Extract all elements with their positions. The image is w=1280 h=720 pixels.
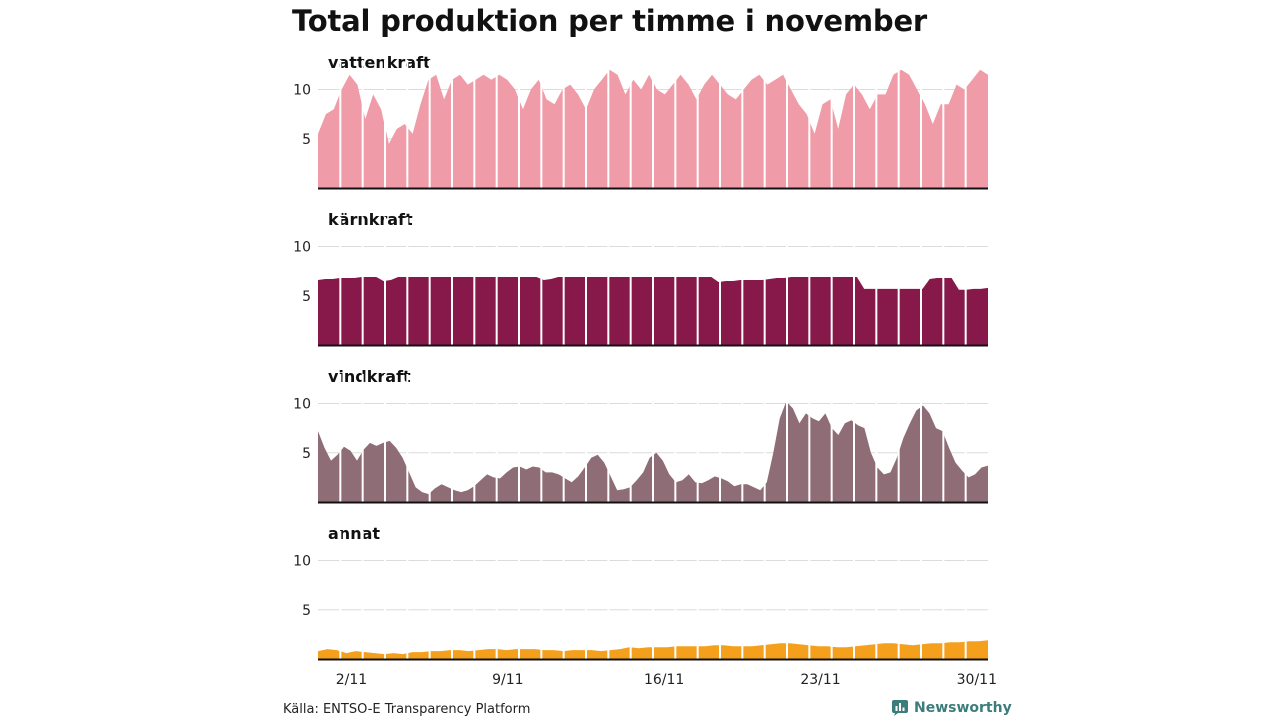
newsworthy-chart-icon (892, 700, 908, 716)
panel-title-annat: annat (328, 524, 380, 543)
x-tick-label: 16/11 (644, 672, 684, 688)
y-tick-label: 5 (302, 289, 311, 305)
x-tick-label: 23/11 (800, 672, 840, 688)
y-tick-label: 10 (293, 397, 311, 413)
brand-name: Newsworthy (914, 700, 1012, 716)
panel-kärnkraft: 5 10 kärnkraft (293, 210, 988, 347)
panel-annat: 5 10 annat (293, 524, 988, 661)
y-tick-label: 5 (302, 603, 311, 619)
source-credit: Källa: ENTSO-E Transparency Platform (283, 702, 531, 717)
y-tick-label: 5 (302, 132, 311, 148)
panel-vattenkraft: 5 10 vattenkraft (293, 53, 988, 190)
y-tick-label: 10 (293, 554, 311, 570)
chart-area: 5 10 vattenkraft 5 10 kärnkraft 5 10 vindkraft 5 1… (293, 53, 997, 688)
panel-title-kärnkraft: kärnkraft (328, 210, 413, 229)
x-tick-label: 30/11 (957, 672, 997, 688)
panel-title-vindkraft: vindkraft (328, 367, 411, 386)
y-tick-label: 5 (302, 446, 311, 462)
y-tick-label: 10 (293, 240, 311, 256)
brand-logo: Newsworthy (891, 699, 1012, 717)
panel-vindkraft: 5 10 vindkraft (293, 367, 988, 504)
x-tick-label: 9/11 (492, 672, 523, 688)
x-tick-label: 2/11 (336, 672, 367, 688)
area-vindkraft (318, 401, 988, 502)
y-tick-label: 10 (293, 83, 311, 99)
chart-title: Total produktion per timme i november (292, 4, 928, 38)
panel-title-vattenkraft: vattenkraft (328, 53, 431, 72)
